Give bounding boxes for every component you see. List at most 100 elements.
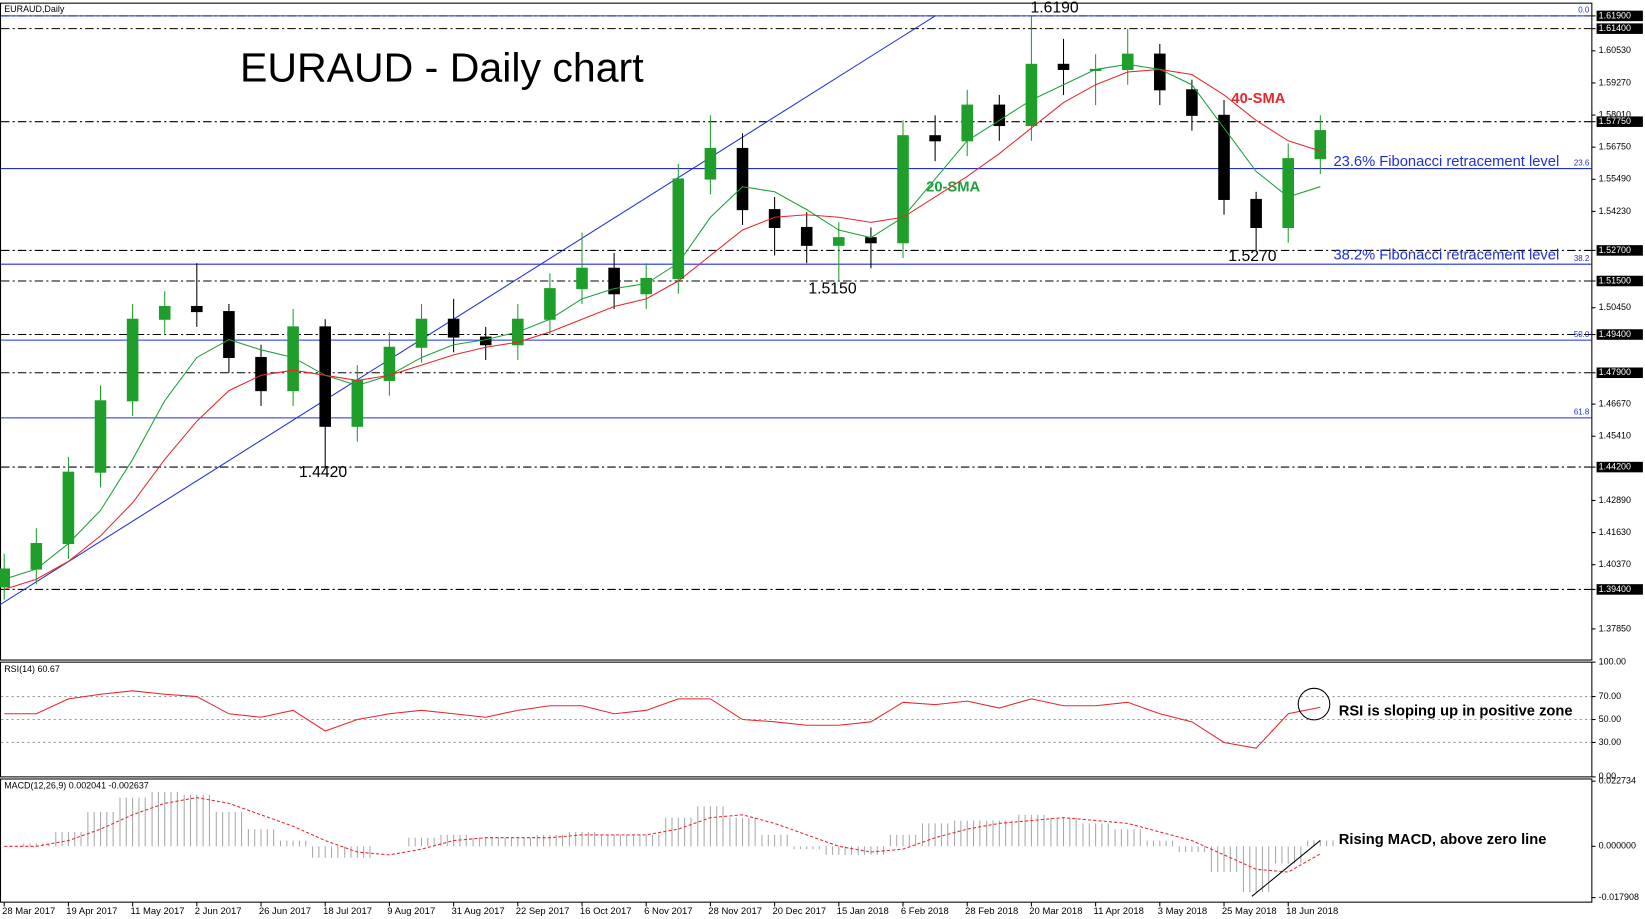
x-tick-label: 31 Aug 2017	[452, 906, 505, 917]
x-tick-label: 28 Nov 2017	[708, 906, 762, 917]
annotation: 38.2% Fibonacci retracement level	[1333, 248, 1559, 264]
candle-body	[1025, 63, 1038, 127]
chart-label: EURAUD,Daily	[4, 4, 65, 14]
candle-body	[961, 104, 974, 142]
annotation: 23.6% Fibonacci retracement level	[1333, 154, 1559, 170]
candle-body	[223, 311, 235, 358]
x-tick-label: 11 Apr 2018	[1094, 906, 1144, 917]
x-tick-label: 18 Jun 2018	[1286, 906, 1338, 917]
y-tick-box	[1596, 10, 1643, 22]
y-tick-label: 1.47900	[1599, 367, 1631, 377]
annotation: Rising MACD, above zero line	[1339, 832, 1547, 848]
y-tick-label: 1.40370	[1599, 559, 1631, 569]
x-tick-label: 20 Dec 2017	[773, 906, 827, 917]
candle-body	[158, 305, 171, 320]
macd-trend	[1251, 840, 1321, 897]
candle-body	[383, 346, 396, 381]
y-tick-label: 1.45410	[1599, 431, 1631, 441]
panel-frame	[0, 778, 1593, 903]
y-tick-label: 1.55490	[1599, 174, 1631, 184]
y-tick-label: 0.000000	[1599, 841, 1636, 851]
signal-line	[4, 797, 1321, 873]
candle-body	[287, 326, 299, 392]
y-tick-box	[1596, 461, 1643, 473]
candle-body	[255, 356, 267, 392]
candle-body	[576, 267, 588, 290]
candle-body	[1314, 130, 1327, 160]
fib-label: 23.6	[1574, 158, 1590, 167]
y-tick-label: 1.59270	[1599, 77, 1631, 87]
rsi-line	[4, 690, 1321, 749]
y-tick-label: 50.00	[1599, 714, 1621, 724]
x-tick-label: 28 Feb 2018	[965, 906, 1018, 917]
candle-body	[1057, 63, 1070, 70]
y-tick-label: 1.52700	[1599, 245, 1631, 255]
panel-frame	[0, 2, 1593, 661]
y-tick-label: 1.61900	[1599, 10, 1631, 20]
y-tick-box	[1596, 116, 1643, 127]
candle-body	[1282, 158, 1295, 228]
candle-body	[736, 147, 749, 211]
x-tick-label: 19 Apr 2017	[66, 906, 117, 917]
y-tick-label: 1.60530	[1599, 45, 1631, 55]
y-tick-label: 1.37850	[1599, 623, 1631, 633]
candle-body	[351, 379, 364, 427]
y-tick-label: 1.54230	[1599, 206, 1631, 216]
y-tick-label: 1.61400	[1599, 23, 1631, 33]
x-tick-label: 16 Oct 2017	[580, 906, 632, 917]
sma-line	[4, 63, 1321, 580]
candle-body	[865, 237, 877, 244]
candle-body	[672, 178, 685, 279]
x-tick-label: 20 Mar 2018	[1029, 906, 1082, 917]
x-tick-label: 11 May 2017	[131, 906, 185, 917]
x-tick-label: 3 May 2018	[1158, 906, 1207, 917]
candle-body	[1121, 53, 1134, 70]
y-tick-box	[1596, 584, 1643, 595]
annotation: 1.4420	[299, 464, 347, 481]
candle-body	[1154, 53, 1166, 91]
x-tick-label: 25 May 2018	[1222, 906, 1277, 917]
y-tick-label: 1.41630	[1599, 527, 1631, 537]
candle-body	[544, 288, 556, 320]
y-tick-label: 100.00	[1599, 657, 1626, 667]
panel-label: MACD(12,26,9) 0.002041 -0.002637	[4, 781, 149, 791]
candle-body	[704, 147, 717, 180]
y-tick-label: 1.42890	[1599, 495, 1631, 505]
y-tick-label: 70.00	[1599, 691, 1621, 701]
fib-label: 38.2	[1574, 254, 1589, 263]
candle-body	[929, 135, 941, 142]
candle-body	[415, 318, 428, 348]
y-tick-label: 1.58010	[1599, 109, 1631, 119]
fib-label: 0.0	[1578, 6, 1590, 15]
x-tick-label: 2 Jun 2017	[195, 906, 242, 917]
x-tick-label: 26 Jun 2017	[259, 906, 311, 917]
candle-body	[126, 318, 139, 402]
x-tick-label: 15 Jan 2018	[837, 906, 889, 917]
annotation: 1.6190	[1030, 0, 1078, 17]
x-tick-label: 28 Mar 2017	[2, 906, 55, 917]
y-tick-label: 1.46670	[1599, 398, 1631, 408]
candle-body	[94, 400, 107, 473]
y-tick-box	[1596, 275, 1643, 287]
y-tick-label: 1.39400	[1599, 584, 1631, 594]
candle-body	[62, 471, 75, 545]
trendline	[0, 15, 936, 606]
sma-label: 20-SMA	[926, 179, 980, 195]
candle-body	[993, 104, 1006, 127]
candle-body	[897, 135, 909, 244]
annotation: 1.5150	[808, 281, 856, 298]
y-tick-label: 1.44200	[1599, 461, 1631, 471]
y-tick-label: 1.50450	[1599, 302, 1631, 312]
x-tick-label: 18 Jul 2017	[323, 906, 372, 917]
candle-body	[800, 226, 813, 246]
x-tick-label: 22 Sep 2017	[516, 906, 570, 917]
y-tick-label: 1.49400	[1599, 329, 1631, 339]
fib-label: 61.8	[1574, 408, 1590, 417]
y-tick-label: -0.017908	[1599, 892, 1639, 902]
y-tick-label: 0.00	[1599, 771, 1616, 781]
y-tick-label: 0.022734	[1599, 776, 1636, 786]
fib-label: 50.0	[1574, 330, 1590, 339]
candle-body	[30, 543, 43, 570]
